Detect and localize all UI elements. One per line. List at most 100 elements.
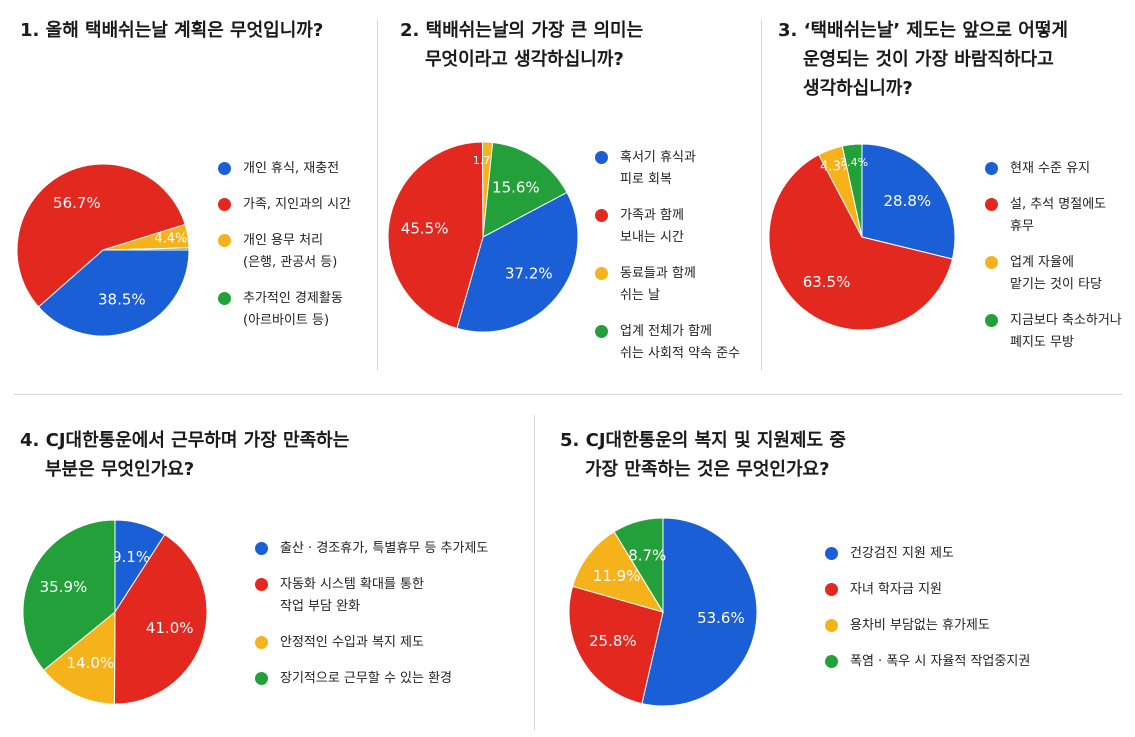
- pie-slice: [482, 141, 568, 238]
- data-label: 53.6%: [697, 609, 745, 627]
- legend-swatch: [825, 547, 838, 560]
- data-label: 3.4%: [840, 156, 868, 169]
- pie-slice: [456, 191, 579, 333]
- title-line: 4. CJ대한통운에서 근무하며 가장 만족하는: [20, 430, 350, 451]
- legend-item: 업계 자율에 맡기는 것이 타당: [985, 252, 1122, 296]
- legend-label: 업계 자율에 맡기는 것이 타당: [1010, 255, 1102, 292]
- data-label: 41.0%: [146, 619, 194, 637]
- pie-slice: [43, 610, 116, 705]
- chart-title: 1. 올해 택배쉬는날 계획은 무엇입니까?: [20, 16, 323, 45]
- legend-label: 설, 추석 명절에도 휴무: [1010, 197, 1107, 234]
- title-line: 무엇이라고 생각하십니까?: [425, 49, 624, 70]
- data-label: 25.8%: [589, 632, 637, 650]
- legend-item: 동료들과 함께 쉬는 날: [595, 263, 740, 307]
- title-line: 5. CJ대한통운의 복지 및 지원제도 중: [560, 430, 846, 451]
- legend-item: 개인 휴식, 재충전: [218, 158, 351, 180]
- data-label: 35.9%: [40, 578, 88, 596]
- divider: [377, 20, 378, 370]
- legend-swatch: [218, 198, 231, 211]
- pie-slice: [613, 517, 664, 614]
- title-line: 가장 만족하는 것은 무엇인가요?: [585, 459, 830, 480]
- title-line: 운영되는 것이 가장 바람직하다고: [803, 49, 1054, 70]
- legend-label: 용차비 부담없는 휴가제도: [850, 618, 990, 633]
- legend-item: 안정적인 수입과 복지 제도: [255, 632, 488, 654]
- legend-item: 자동화 시스템 확대를 통한 작업 부담 완화: [255, 574, 488, 618]
- title-line: 생각하십니까?: [803, 78, 913, 99]
- chart-title: 2. 택배쉬는날의 가장 큰 의미는 무엇이라고 생각하십니까?: [400, 16, 643, 74]
- legend-label: 추가적인 경제활동 (아르바이트 등): [243, 291, 343, 328]
- legend-swatch: [595, 267, 608, 280]
- legend-swatch: [218, 292, 231, 305]
- legend-swatch: [985, 198, 998, 211]
- data-label: 14.0%: [67, 654, 115, 672]
- legend-item: 건강검진 지원 제도: [825, 543, 1030, 565]
- legend-label: 동료들과 함께 쉬는 날: [620, 266, 696, 303]
- legend-swatch: [985, 162, 998, 175]
- legend-label: 장기적으로 근무할 수 있는 환경: [280, 671, 453, 686]
- pie-slice: [768, 153, 953, 331]
- legend-item: 용차비 부담없는 휴가제도: [825, 615, 1030, 637]
- legend-item: 자녀 학자금 지원: [825, 579, 1030, 601]
- legend-label: 출산 · 경조휴가, 특별휴무 등 추가제도: [280, 541, 489, 556]
- data-label: 38.5%: [98, 290, 146, 308]
- data-label: 28.8%: [884, 192, 932, 210]
- legend-item: 지금보다 축소하거나 폐지도 무방: [985, 310, 1122, 354]
- legend-item: 가족, 지인과의 시간: [218, 194, 351, 216]
- legend-swatch: [255, 636, 268, 649]
- legend-item: 가족과 함께 보내는 시간: [595, 205, 740, 249]
- legend-swatch: [218, 234, 231, 247]
- data-label: 15.6%: [492, 179, 540, 197]
- pie-slice: [22, 519, 116, 671]
- legend-item: 개인 용무 처리 (은행, 관공서 등): [218, 230, 351, 274]
- pie-chart: 28.8% 63.5% 4.3%3.4%: [768, 143, 956, 331]
- pie-slice: [102, 247, 190, 251]
- legend-swatch: [825, 619, 838, 632]
- data-label: 56.7%: [53, 194, 101, 212]
- pie-slice: [37, 249, 190, 337]
- legend-label: 폭염 · 폭우 시 자율적 작업중지권: [850, 654, 1031, 669]
- legend-item: 현재 수준 유지: [985, 158, 1122, 180]
- legend-label: 현재 수준 유지: [1010, 161, 1091, 176]
- legend-label: 가족, 지인과의 시간: [243, 197, 352, 212]
- legend-item: 폭염 · 폭우 시 자율적 작업중지권: [825, 651, 1030, 673]
- pie-slice: [568, 585, 664, 705]
- legend-swatch: [595, 209, 608, 222]
- legend-swatch: [255, 672, 268, 685]
- data-label: 63.5%: [803, 273, 851, 291]
- legend-label: 혹서기 휴식과 피로 회복: [620, 150, 696, 187]
- title-line: 1. 올해 택배쉬는날 계획은 무엇입니까?: [20, 20, 324, 41]
- legend-label: 지금보다 축소하거나 폐지도 무방: [1010, 313, 1122, 350]
- legend-swatch: [255, 578, 268, 591]
- legend-item: 장기적으로 근무할 수 있는 환경: [255, 668, 488, 690]
- data-label: 37.2%: [505, 265, 553, 283]
- divider: [761, 20, 762, 370]
- pie-slice: [571, 531, 665, 613]
- data-label: 4.4%: [154, 231, 187, 246]
- title-line: 부분은 무엇인가요?: [45, 459, 195, 480]
- legend-label: 업계 전체가 함께 쉬는 사회적 약속 준수: [620, 324, 741, 361]
- data-label: 8.7%: [628, 546, 666, 564]
- title-line: 3. ‘택배쉬는날’ 제도는 앞으로 어떻게: [778, 20, 1068, 41]
- data-label: 45.5%: [401, 219, 449, 237]
- legend-label: 안정적인 수입과 복지 제도: [280, 635, 424, 650]
- legend-item: 업계 전체가 함께 쉬는 사회적 약속 준수: [595, 321, 740, 365]
- legend-label: 자녀 학자금 지원: [850, 582, 942, 597]
- data-label: 4.3%: [820, 160, 853, 175]
- pie-chart: 9.1% 41.0% 14.0% 35.9%: [22, 519, 208, 705]
- legend-swatch: [218, 162, 231, 175]
- legend-label: 개인 휴식, 재충전: [243, 161, 340, 176]
- pie-chart: 53.6% 25.8% 11.9% 8.7%: [568, 517, 758, 707]
- divider: [14, 394, 1122, 395]
- legend-swatch: [825, 655, 838, 668]
- pie-slice: [387, 141, 484, 329]
- legend-label: 자동화 시스템 확대를 통한 작업 부담 완화: [280, 577, 424, 614]
- pie-slice: [861, 143, 956, 260]
